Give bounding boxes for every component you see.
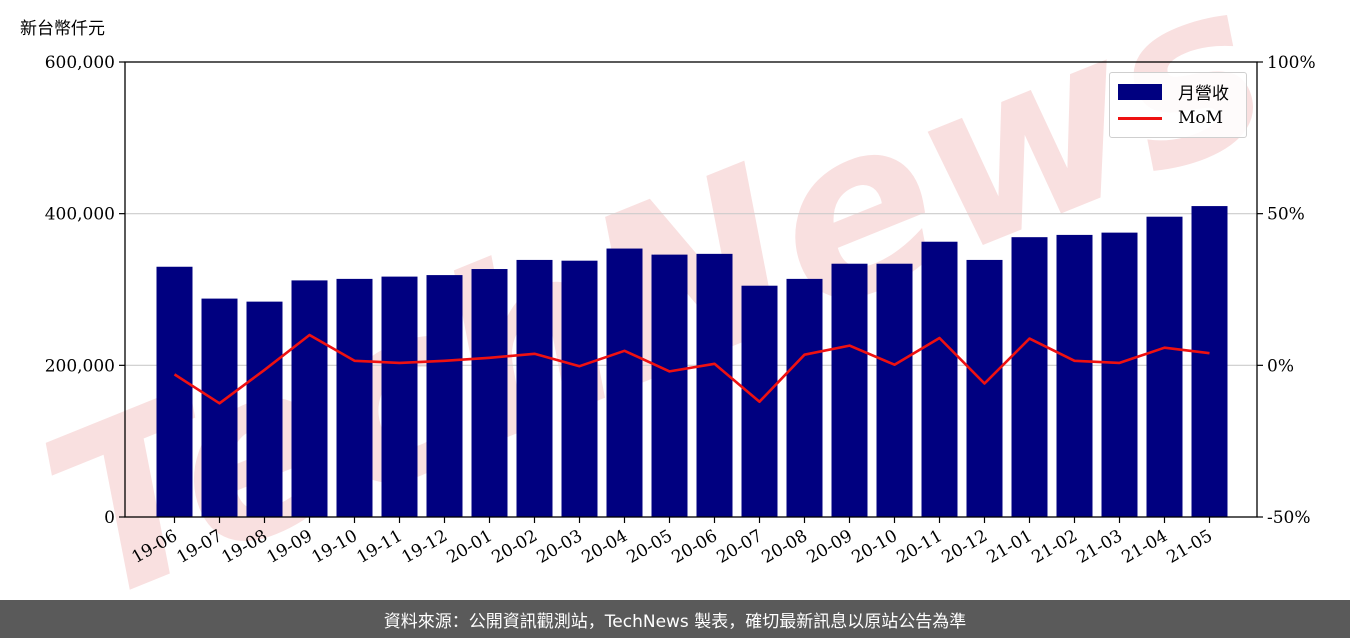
bar-21-01 <box>1011 237 1048 518</box>
x-tick-label: 20-01 <box>444 526 496 568</box>
mom-series <box>173 333 1210 405</box>
bar-20-02 <box>516 259 553 517</box>
x-tick-label: 19-10 <box>309 526 361 568</box>
bar-19-08 <box>246 301 283 517</box>
x-tick-label: 19-06 <box>129 526 181 568</box>
x-tick-label: 21-01 <box>984 526 1036 568</box>
bar-19-10 <box>336 278 373 517</box>
x-tick-label: 20-05 <box>624 526 676 568</box>
x-tick-label: 19-07 <box>174 526 226 568</box>
x-tick-label: 20-04 <box>579 526 631 568</box>
bar-21-03 <box>1101 232 1138 517</box>
bar-19-12 <box>426 275 463 517</box>
right-tick-label: 50% <box>1267 205 1305 225</box>
right-tick-label: 0% <box>1267 356 1294 376</box>
x-tick-label: 21-03 <box>1074 526 1126 568</box>
left-tick-label: 200,000 <box>45 356 115 376</box>
x-tick-label: 20-09 <box>804 526 856 568</box>
bar-20-06 <box>696 253 733 517</box>
x-tick-label: 19-12 <box>399 526 451 568</box>
plot-frame <box>124 61 1258 518</box>
legend-swatch-line <box>1118 116 1162 120</box>
left-tick-label: 400,000 <box>45 205 115 225</box>
bar-21-05 <box>1191 206 1228 518</box>
mom-line <box>173 333 1210 405</box>
legend-label-mom: MoM <box>1178 108 1224 128</box>
x-tick-label: 21-04 <box>1119 526 1171 568</box>
x-tick-label: 21-02 <box>1029 526 1081 568</box>
x-tick-label: 19-11 <box>354 526 406 568</box>
bar-20-05 <box>651 254 688 517</box>
y-axis-unit-label: 新台幣仟元 <box>20 19 105 39</box>
legend-item-mom: MoM <box>1118 108 1223 128</box>
bar-21-02 <box>1056 234 1093 517</box>
bar-19-07 <box>201 298 238 517</box>
x-tick-label: 20-10 <box>849 526 901 568</box>
bar-20-08 <box>786 278 823 517</box>
bar-20-11 <box>921 241 958 517</box>
bar-series <box>156 206 1228 518</box>
bar-21-04 <box>1146 216 1183 517</box>
x-tick-label: 20-02 <box>489 526 541 568</box>
bar-19-06 <box>156 266 193 517</box>
bar-20-09 <box>831 263 868 517</box>
legend-item-revenue: 月營收 <box>1118 79 1229 104</box>
bar-20-10 <box>876 263 913 517</box>
x-tick-label: 19-09 <box>264 526 316 568</box>
x-tick-label: 20-06 <box>669 526 721 568</box>
footer-text: 資料來源：公開資訊觀測站，TechNews 製表，確切最新訊息以原站公告為準 <box>383 611 967 632</box>
x-tick-label: 20-11 <box>894 526 946 568</box>
revenue-chart: 0 200,000 400,000 600,000 -50% 0% 50% 100% 19-… <box>45 53 1316 568</box>
legend-label-revenue: 月營收 <box>1178 84 1229 104</box>
bar-20-12 <box>966 259 1003 517</box>
x-tick-label: 20-12 <box>939 526 991 568</box>
right-tick-label: 100% <box>1267 53 1316 73</box>
bar-20-04 <box>606 248 643 518</box>
bar-19-11 <box>381 276 418 517</box>
x-tick-label: 20-07 <box>714 526 766 568</box>
x-tick-label: 19-08 <box>219 526 271 568</box>
bar-20-01 <box>471 269 508 517</box>
legend-swatch-bar <box>1118 83 1162 100</box>
bar-19-09 <box>291 280 328 517</box>
x-tick-label: 20-08 <box>759 526 811 568</box>
right-axis: -50% 0% 50% 100% <box>1257 53 1316 528</box>
source-footer: 資料來源：公開資訊觀測站，TechNews 製表，確切最新訊息以原站公告為準 <box>0 600 1350 638</box>
left-tick-label: 600,000 <box>45 53 115 73</box>
x-axis: 19-0619-0719-0819-0919-1019-1119-1220-01… <box>129 517 1216 568</box>
left-axis: 0 200,000 400,000 600,000 <box>45 53 125 528</box>
left-tick-label: 0 <box>104 508 115 528</box>
right-tick-label: -50% <box>1267 508 1311 528</box>
legend: 月營收 MoM <box>1109 72 1247 138</box>
x-tick-label: 20-03 <box>534 526 586 568</box>
bar-20-03 <box>561 260 598 517</box>
x-tick-label: 21-05 <box>1164 526 1216 568</box>
